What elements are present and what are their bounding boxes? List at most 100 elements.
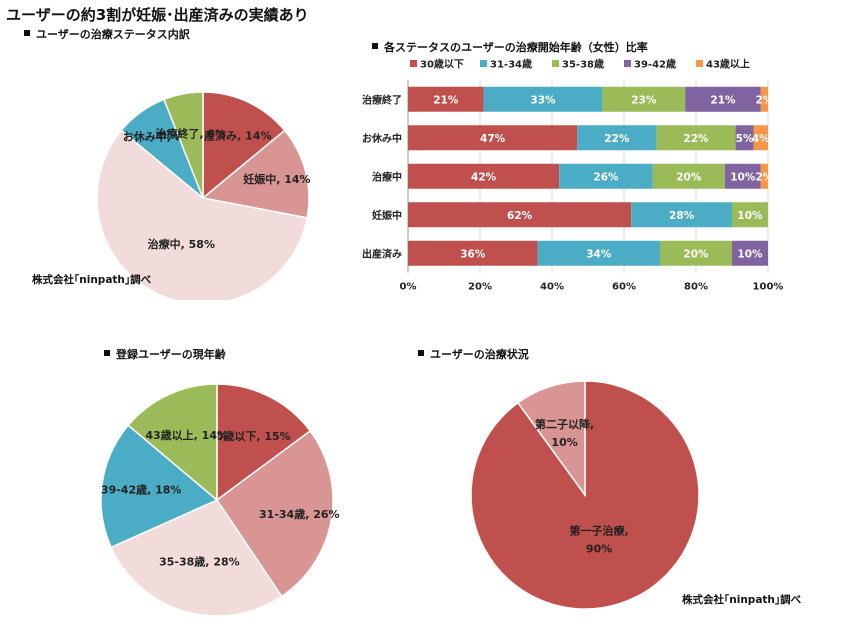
bar-category-label: 治療中 bbox=[372, 170, 402, 183]
pie-slice bbox=[100, 424, 219, 549]
bar-segment-label: 22% bbox=[683, 133, 709, 145]
bullet-square-icon bbox=[372, 43, 378, 49]
pie-slice bbox=[163, 91, 204, 199]
age-ratio-bar-title-text: 各ステータスのユーザーの治療開始年齢（女性）比率 bbox=[384, 41, 648, 54]
status-pie-chart: 出産済み, 14% 妊娠中, 14% 治療中, 58% お休み中, 8%治療終了, 6… bbox=[96, 91, 311, 300]
bar-legend-swatch bbox=[624, 60, 631, 67]
pie-slice bbox=[96, 129, 308, 300]
bar-segment bbox=[408, 240, 538, 266]
bar-segment bbox=[724, 163, 761, 189]
current-age-pie-chart: 30歳以下, 15% 31-34歳, 26% 35-38歳, 28% 39-42歳, … bbox=[100, 383, 340, 617]
bar-segment bbox=[537, 240, 660, 266]
bar-segment bbox=[735, 125, 754, 151]
bar-segment bbox=[602, 86, 686, 112]
credit-top: 株式会社｢ninpath｣調べ bbox=[32, 274, 152, 286]
bar-segment bbox=[652, 163, 725, 189]
bar-legend-swatch bbox=[480, 60, 487, 67]
bar-segment bbox=[408, 125, 578, 151]
bar-legend-swatch bbox=[696, 60, 703, 67]
current-age-pie-title: 登録ユーザーの現年齢 bbox=[104, 346, 226, 362]
bar-segment-label: 5% bbox=[736, 133, 754, 145]
age-ratio-bar-chart: 30歳以下 31-34歳 35-38歳 39-42歳 43歳以上 治療終了 21% 33% 2… bbox=[362, 58, 784, 293]
bar-legend-label: 35-38歳 bbox=[562, 58, 604, 71]
bar-legend-label: 31-34歳 bbox=[490, 58, 532, 71]
bar-segment-label: 20% bbox=[683, 248, 709, 260]
pie-slice-label: 31-34歳, 26% bbox=[259, 507, 340, 521]
current-age-pie-title-text: 登録ユーザーの現年齢 bbox=[116, 348, 226, 361]
status-pie-title: ユーザーの治療ステータス内訳 bbox=[24, 26, 190, 42]
treatment-state-pie-title: ユーザーの治療状況 bbox=[418, 346, 529, 362]
bar-segment bbox=[408, 202, 632, 228]
bar-segment-label: 4% bbox=[752, 133, 770, 145]
pie-slice-label: 43歳以上, 14% bbox=[145, 428, 228, 442]
treatment-state-pie-title-text: ユーザーの治療状況 bbox=[430, 348, 529, 361]
bullet-square-icon bbox=[104, 350, 110, 356]
bullet-square-icon bbox=[24, 30, 30, 36]
bar-segment bbox=[408, 86, 484, 112]
credit-bottom: 株式会社｢ninpath｣調べ bbox=[682, 594, 802, 606]
bar-segment-label: 21% bbox=[433, 94, 459, 106]
bar-legend: 30歳以下 31-34歳 35-38歳 39-42歳 43歳以上 bbox=[410, 58, 750, 71]
pie-slice-label: 35-38歳, 28% bbox=[159, 554, 240, 568]
pie-slice-label: 第二子以降, 10% bbox=[535, 417, 594, 449]
status-pie-title-text: ユーザーの治療ステータス内訳 bbox=[36, 28, 190, 41]
bar-x-tick-label: 100% bbox=[753, 282, 784, 293]
bar-legend-label: 43歳以上 bbox=[706, 58, 750, 71]
bar-rows: 治療終了 21% 33% 23% 21% 2% お休み中 47% 22% 22% 5%4% 治療中 42… bbox=[362, 86, 774, 266]
bar-legend-swatch bbox=[410, 60, 417, 67]
bar-x-tick-label: 0% bbox=[400, 282, 417, 293]
bar-segment bbox=[483, 86, 603, 112]
bullet-square-icon bbox=[418, 350, 424, 356]
bar-segment-label: 47% bbox=[480, 133, 506, 145]
bar-legend-swatch bbox=[552, 60, 559, 67]
bar-x-ticks: 0% 20% 40% 60% 80% 100% bbox=[400, 282, 784, 293]
pie-slice-label: 第一子治療, 90% bbox=[570, 523, 629, 555]
pie-slice bbox=[470, 380, 700, 610]
bar-segment-label: 10% bbox=[737, 248, 763, 260]
pie-slice bbox=[202, 91, 286, 200]
bar-segment-label: 21% bbox=[710, 94, 736, 106]
pie-slice bbox=[516, 380, 586, 498]
pie-slice-label: 30歳以下, 15% bbox=[208, 429, 291, 443]
pie-slice-label: 39-42歳, 18% bbox=[101, 482, 182, 496]
age-ratio-bar-title: 各ステータスのユーザーの治療開始年齢（女性）比率 bbox=[372, 39, 648, 55]
bar-x-tick-label: 40% bbox=[540, 282, 564, 293]
bar-segment-label: 42% bbox=[471, 171, 497, 183]
bar-segment bbox=[559, 163, 653, 189]
bar-x-tick-label: 60% bbox=[612, 282, 636, 293]
bar-segment bbox=[660, 240, 732, 266]
bar-category-label: 妊娠中 bbox=[372, 209, 402, 222]
bar-segment-label: 20% bbox=[676, 171, 702, 183]
bar-segment bbox=[753, 125, 768, 151]
bar-segment-label: 2% bbox=[755, 171, 773, 183]
bar-category-label: お休み中 bbox=[362, 132, 402, 145]
bar-segment-label: 26% bbox=[593, 171, 619, 183]
bar-segment bbox=[408, 163, 560, 189]
bar-segment bbox=[732, 202, 768, 228]
page-title: ユーザーの約3割が妊娠･出産済みの実績あり bbox=[6, 6, 309, 24]
bar-category-label: 出産済み bbox=[362, 247, 402, 260]
bar-segment-label: 2% bbox=[755, 94, 773, 106]
treatment-state-pie-slices: 第一子治療, 90% 第二子以降, 10% bbox=[470, 380, 700, 610]
bar-segment bbox=[685, 86, 761, 112]
bar-segment bbox=[732, 240, 768, 266]
bar-category-label: 治療終了 bbox=[362, 93, 402, 106]
bar-segment bbox=[577, 125, 657, 151]
treatment-state-pie-chart: 第一子治療, 90% 第二子以降, 10% bbox=[470, 380, 700, 610]
bar-legend-label: 30歳以下 bbox=[420, 58, 464, 71]
bar-segment-label: 22% bbox=[604, 133, 630, 145]
bar-segment bbox=[631, 202, 732, 228]
current-age-pie-slices: 30歳以下, 15% 31-34歳, 26% 35-38歳, 28% 39-42歳, … bbox=[100, 383, 340, 617]
bar-segment-label: 36% bbox=[460, 248, 486, 260]
bar-x-tick-label: 20% bbox=[468, 282, 492, 293]
bar-legend-label: 39-42歳 bbox=[634, 58, 676, 71]
pie-slice-label: 妊娠中, 14% bbox=[243, 172, 310, 186]
bar-segment-label: 28% bbox=[669, 210, 695, 222]
bar-segment-label: 34% bbox=[586, 248, 612, 260]
pie-slice bbox=[215, 429, 334, 598]
pie-slice bbox=[216, 383, 312, 502]
pie-slice-label: お休み中, 8% bbox=[123, 129, 194, 143]
pie-slice bbox=[201, 129, 310, 219]
pie-slice-label: 出産済み, 14% bbox=[193, 129, 271, 143]
bar-segment bbox=[760, 86, 768, 112]
